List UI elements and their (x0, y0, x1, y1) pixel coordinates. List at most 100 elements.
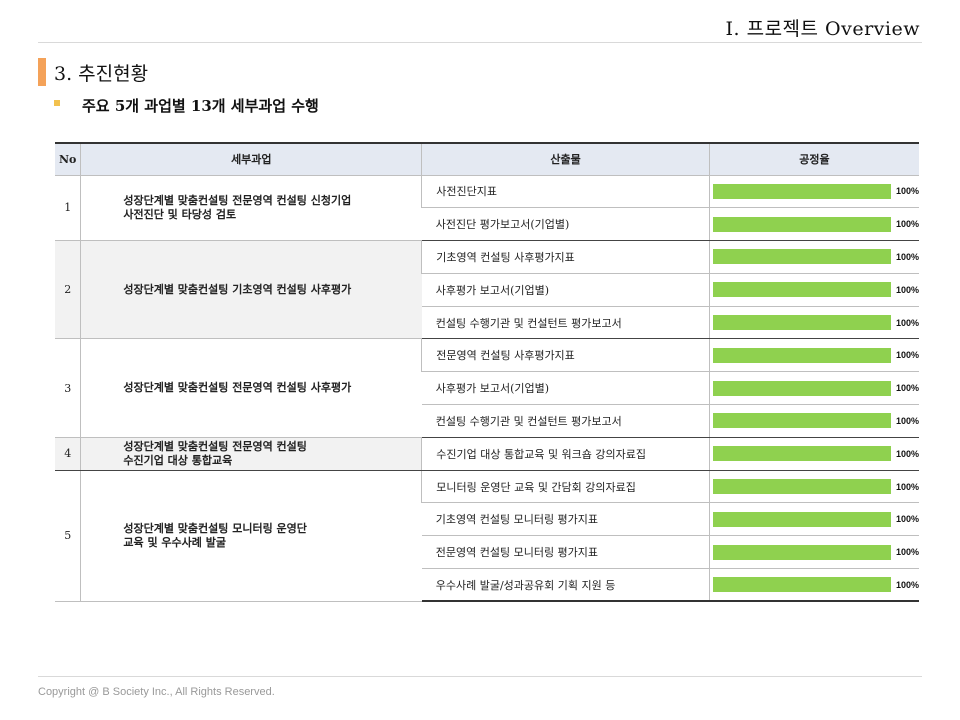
table-row: 컨설팅 수행기관 및 컨설턴트 평가보고서 100% (55, 404, 919, 438)
progress-bar-fill (712, 446, 891, 462)
task-name-line: 성장단계별 맞춤컨설팅 전문영역 컨설팅 사후평가 (123, 381, 352, 395)
progress-cell: 100% (708, 273, 919, 307)
progress-bar (712, 249, 891, 265)
section-title: 3. 추진현황 (54, 63, 149, 85)
progress-bar-fill (712, 479, 891, 495)
table-row: 기초영역 컨설팅 모니터링 평가지표 100% (55, 502, 919, 537)
task-name-line: 사전진단 및 타당성 검토 (123, 207, 237, 221)
progress-bar (712, 315, 891, 331)
progress-bar (712, 183, 891, 199)
progress-bar-fill (712, 413, 891, 429)
progress-bar-fill (712, 282, 891, 298)
row-number: 1 (55, 175, 81, 242)
output-name: 전문영역 컨설팅 사후평가지표 (421, 338, 710, 373)
section-accent-bar (38, 58, 46, 86)
progress-cell: 100% (708, 535, 919, 570)
table-row: 사전진단 평가보고서(기업별) 100% (55, 207, 919, 242)
progress-bar (712, 347, 891, 363)
task-name: 성장단계별 맞춤컨설팅 모니터링 운영단 교육 및 우수사례 발굴 (80, 470, 422, 602)
table-row: 4 성장단계별 맞춤컨설팅 전문영역 컨설팅 수진기업 대상 통합교육 수진기업 대상… (55, 437, 919, 471)
table-row: 1 성장단계별 맞춤컨설팅 전문영역 컨설팅 신청기업 사전진단 및 타당성 검토 사… (55, 175, 919, 242)
output-name: 전문영역 컨설팅 모니터링 평가지표 (421, 535, 710, 570)
progress-label: 100% (895, 317, 919, 328)
task-name-line: 성장단계별 맞춤컨설팅 기초영역 컨설팅 사후평가 (123, 282, 352, 296)
progress-bar-fill (712, 249, 891, 265)
column-header-no: No (55, 142, 82, 176)
table-header-row: No 세부과업 산출물 공정율 (55, 142, 919, 176)
bullet-icon (54, 100, 60, 106)
output-name: 컨설팅 수행기관 및 컨설턴트 평가보고서 (421, 306, 710, 340)
table-row: 사후평가 보고서(기업별) 100% (55, 371, 919, 406)
page-header-title: Ⅰ. 프로젝트 Overview (725, 18, 920, 40)
progress-cell: 100% (708, 502, 919, 537)
progress-label: 100% (895, 186, 919, 197)
progress-bar-fill (712, 380, 891, 396)
progress-bar (712, 544, 891, 560)
row-number: 3 (55, 338, 81, 438)
progress-label: 100% (895, 415, 919, 426)
progress-cell: 100% (708, 437, 919, 471)
output-name: 사전진단지표 (421, 175, 710, 209)
row-number: 5 (55, 470, 81, 602)
progress-label: 100% (895, 284, 919, 295)
progress-label: 100% (895, 383, 919, 394)
task-name-line: 성장단계별 맞춤컨설팅 전문영역 컨설팅 (123, 439, 307, 453)
progress-cell: 100% (708, 240, 919, 274)
progress-cell: 100% (708, 371, 919, 406)
table-row: 전문영역 컨설팅 모니터링 평가지표 100% (55, 535, 919, 570)
progress-label: 100% (895, 547, 919, 558)
progress-cell: 100% (708, 470, 919, 504)
task-name: 성장단계별 맞춤컨설팅 기초영역 컨설팅 사후평가 (80, 240, 422, 340)
progress-label: 100% (895, 251, 919, 262)
progress-bar-fill (712, 511, 891, 527)
table-row: 3 성장단계별 맞춤컨설팅 전문영역 컨설팅 사후평가 전문영역 컨설팅 사후평가지… (55, 338, 919, 438)
output-name: 기초영역 컨설팅 사후평가지표 (421, 240, 710, 274)
column-header-output: 산출물 (421, 142, 710, 176)
progress-cell: 100% (708, 175, 919, 209)
row-number: 2 (55, 240, 81, 340)
section-subtitle: 주요 5개 과업별 13개 세부과업 수행 (82, 97, 319, 115)
progress-bar (712, 282, 891, 298)
task-name: 성장단계별 맞춤컨설팅 전문영역 컨설팅 수진기업 대상 통합교육 (80, 437, 422, 471)
task-name-line: 성장단계별 맞춤컨설팅 전문영역 컨설팅 신청기업 (123, 193, 352, 207)
progress-bar (712, 479, 891, 495)
output-name: 사전진단 평가보고서(기업별) (421, 207, 710, 242)
task-name: 성장단계별 맞춤컨설팅 전문영역 컨설팅 신청기업 사전진단 및 타당성 검토 (80, 175, 422, 242)
progress-cell: 100% (708, 568, 919, 603)
output-name: 기초영역 컨설팅 모니터링 평가지표 (421, 502, 710, 537)
progress-bar-fill (712, 183, 891, 199)
table-row: 우수사례 발굴/성과공유회 기획 지원 등 100% (55, 568, 919, 603)
progress-bar-fill (712, 577, 891, 593)
table-row: 컨설팅 수행기관 및 컨설턴트 평가보고서 100% (55, 306, 919, 340)
task-name-line: 성장단계별 맞춤컨설팅 모니터링 운영단 (123, 521, 307, 535)
progress-label: 100% (895, 448, 919, 459)
progress-bar-fill (712, 216, 891, 232)
progress-label: 100% (895, 219, 919, 230)
progress-cell: 100% (708, 207, 919, 242)
output-name: 사후평가 보고서(기업별) (421, 273, 710, 307)
header-divider (38, 42, 922, 43)
progress-cell: 100% (708, 306, 919, 340)
footer-divider (38, 676, 922, 677)
progress-bar (712, 380, 891, 396)
column-header-task: 세부과업 (80, 142, 423, 176)
output-name: 수진기업 대상 통합교육 및 워크숍 강의자료집 (421, 437, 710, 471)
output-name: 사후평가 보고서(기업별) (421, 371, 710, 406)
progress-bar-fill (712, 315, 891, 331)
output-name: 우수사례 발굴/성과공유회 기획 지원 등 (421, 568, 710, 603)
progress-bar (712, 577, 891, 593)
task-name: 성장단계별 맞춤컨설팅 전문영역 컨설팅 사후평가 (80, 338, 422, 438)
progress-bar (712, 446, 891, 462)
task-name-line: 수진기업 대상 통합교육 (123, 453, 233, 467)
progress-cell: 100% (708, 404, 919, 438)
progress-bar (712, 413, 891, 429)
column-header-progress: 공정율 (708, 142, 919, 176)
output-name: 모니터링 운영단 교육 및 간담회 강의자료집 (421, 470, 710, 504)
output-name: 컨설팅 수행기관 및 컨설턴트 평가보고서 (421, 404, 710, 438)
row-number: 4 (55, 437, 81, 471)
progress-label: 100% (895, 579, 919, 590)
table-row: 사후평가 보고서(기업별) 100% (55, 273, 919, 307)
footer-copyright: Copyright @ B Society Inc., All Rights R… (38, 686, 275, 698)
table-body: 1 성장단계별 맞춤컨설팅 전문영역 컨설팅 신청기업 사전진단 및 타당성 검토 사… (55, 175, 919, 603)
progress-table: No 세부과업 산출물 공정율 1 성장단계별 맞춤컨설팅 전문영역 컨설팅 신청… (55, 142, 919, 603)
